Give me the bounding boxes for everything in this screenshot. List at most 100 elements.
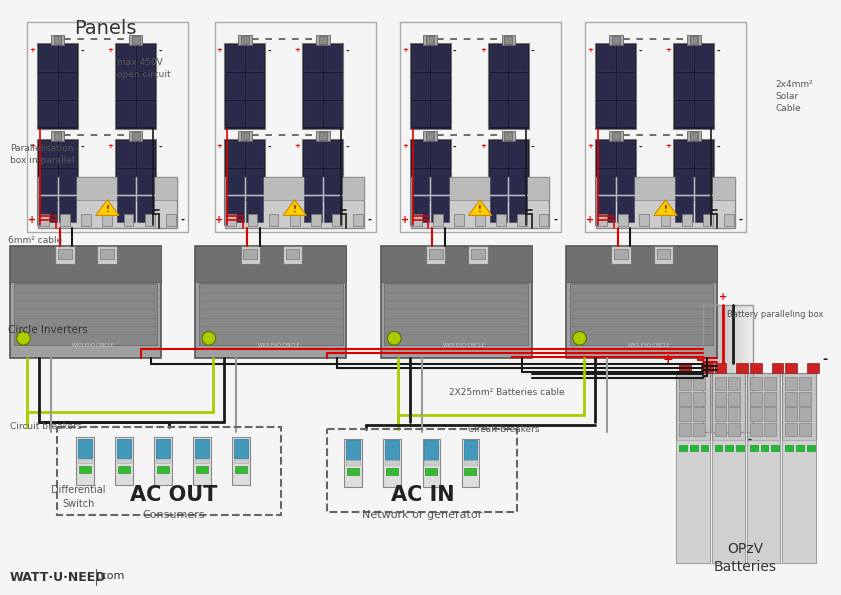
Bar bbox=[226, 196, 244, 222]
Text: -: - bbox=[80, 143, 84, 152]
Bar bbox=[346, 440, 360, 460]
Bar bbox=[268, 214, 278, 226]
Bar bbox=[247, 214, 257, 226]
Text: -: - bbox=[531, 143, 535, 152]
Bar bbox=[431, 196, 449, 222]
Bar bbox=[324, 73, 341, 99]
Circle shape bbox=[202, 331, 215, 345]
Bar bbox=[743, 305, 748, 431]
Text: Panels: Panels bbox=[74, 19, 136, 38]
Bar bbox=[304, 73, 322, 99]
Bar bbox=[750, 422, 762, 436]
Bar bbox=[39, 214, 49, 226]
Text: Battery paralleling box: Battery paralleling box bbox=[727, 309, 823, 319]
Bar bbox=[412, 73, 430, 99]
Text: -: - bbox=[181, 215, 184, 225]
Text: +: + bbox=[665, 47, 671, 53]
Bar bbox=[468, 246, 488, 264]
Bar bbox=[425, 461, 438, 465]
Bar bbox=[785, 446, 793, 451]
Bar bbox=[597, 141, 615, 167]
Bar bbox=[695, 73, 712, 99]
Text: +: + bbox=[29, 47, 35, 53]
Bar bbox=[693, 392, 705, 406]
Bar bbox=[82, 214, 91, 226]
Bar bbox=[674, 43, 714, 129]
Bar bbox=[566, 246, 717, 282]
Bar bbox=[225, 43, 266, 129]
Bar bbox=[226, 73, 244, 99]
Bar bbox=[703, 214, 712, 226]
Bar bbox=[596, 177, 735, 200]
Bar bbox=[304, 141, 322, 167]
Bar bbox=[345, 439, 362, 487]
Bar bbox=[760, 446, 769, 451]
Bar bbox=[702, 305, 754, 431]
Bar bbox=[59, 196, 77, 222]
Bar bbox=[505, 36, 512, 44]
Bar bbox=[489, 141, 507, 167]
Bar bbox=[764, 408, 775, 421]
Bar bbox=[39, 141, 56, 167]
Bar bbox=[117, 73, 135, 99]
Bar bbox=[471, 249, 485, 259]
Bar bbox=[410, 177, 549, 228]
Bar bbox=[431, 168, 449, 194]
Bar bbox=[609, 131, 622, 141]
Bar bbox=[680, 364, 690, 373]
Bar bbox=[611, 246, 631, 264]
Bar bbox=[728, 392, 740, 406]
Bar bbox=[304, 101, 322, 126]
Bar bbox=[488, 43, 529, 129]
Bar bbox=[129, 36, 142, 45]
Bar bbox=[303, 139, 343, 225]
Bar bbox=[597, 214, 607, 226]
Text: .com: .com bbox=[98, 571, 125, 581]
Bar bbox=[304, 168, 322, 194]
Bar bbox=[489, 101, 507, 126]
Bar bbox=[39, 45, 56, 71]
Bar bbox=[37, 43, 78, 129]
Bar bbox=[676, 373, 710, 563]
Bar bbox=[747, 373, 780, 563]
Text: +: + bbox=[587, 47, 593, 53]
Bar bbox=[226, 101, 244, 126]
Bar bbox=[78, 459, 92, 464]
Bar bbox=[462, 439, 479, 487]
Bar bbox=[715, 446, 722, 451]
Bar bbox=[246, 45, 263, 71]
Bar bbox=[595, 139, 637, 225]
Bar bbox=[433, 214, 442, 226]
Text: Consumers: Consumers bbox=[142, 510, 205, 520]
Bar bbox=[723, 305, 728, 431]
Text: WKS EVO CIRCLE: WKS EVO CIRCLE bbox=[443, 343, 484, 347]
Bar bbox=[676, 440, 710, 563]
Bar bbox=[136, 168, 154, 194]
Bar bbox=[733, 305, 738, 431]
Bar bbox=[707, 305, 712, 431]
Bar bbox=[597, 101, 615, 126]
Bar bbox=[400, 22, 561, 231]
Bar bbox=[50, 36, 65, 45]
Bar bbox=[199, 283, 342, 345]
Polygon shape bbox=[468, 200, 492, 215]
Bar bbox=[241, 132, 249, 140]
Bar bbox=[724, 214, 734, 226]
Bar bbox=[27, 22, 188, 231]
Bar bbox=[675, 45, 693, 71]
Bar bbox=[661, 214, 670, 226]
Bar bbox=[246, 73, 263, 99]
Bar bbox=[234, 439, 248, 458]
Text: +: + bbox=[480, 47, 486, 53]
Text: AC OUT: AC OUT bbox=[130, 486, 217, 505]
Bar bbox=[384, 283, 528, 345]
Bar bbox=[381, 246, 532, 358]
Bar bbox=[129, 131, 142, 141]
Text: -: - bbox=[368, 215, 372, 225]
Text: -: - bbox=[453, 143, 457, 152]
Bar bbox=[728, 422, 740, 436]
Bar bbox=[136, 101, 154, 126]
Bar bbox=[501, 36, 516, 45]
Bar bbox=[597, 168, 615, 194]
Bar bbox=[505, 132, 512, 140]
